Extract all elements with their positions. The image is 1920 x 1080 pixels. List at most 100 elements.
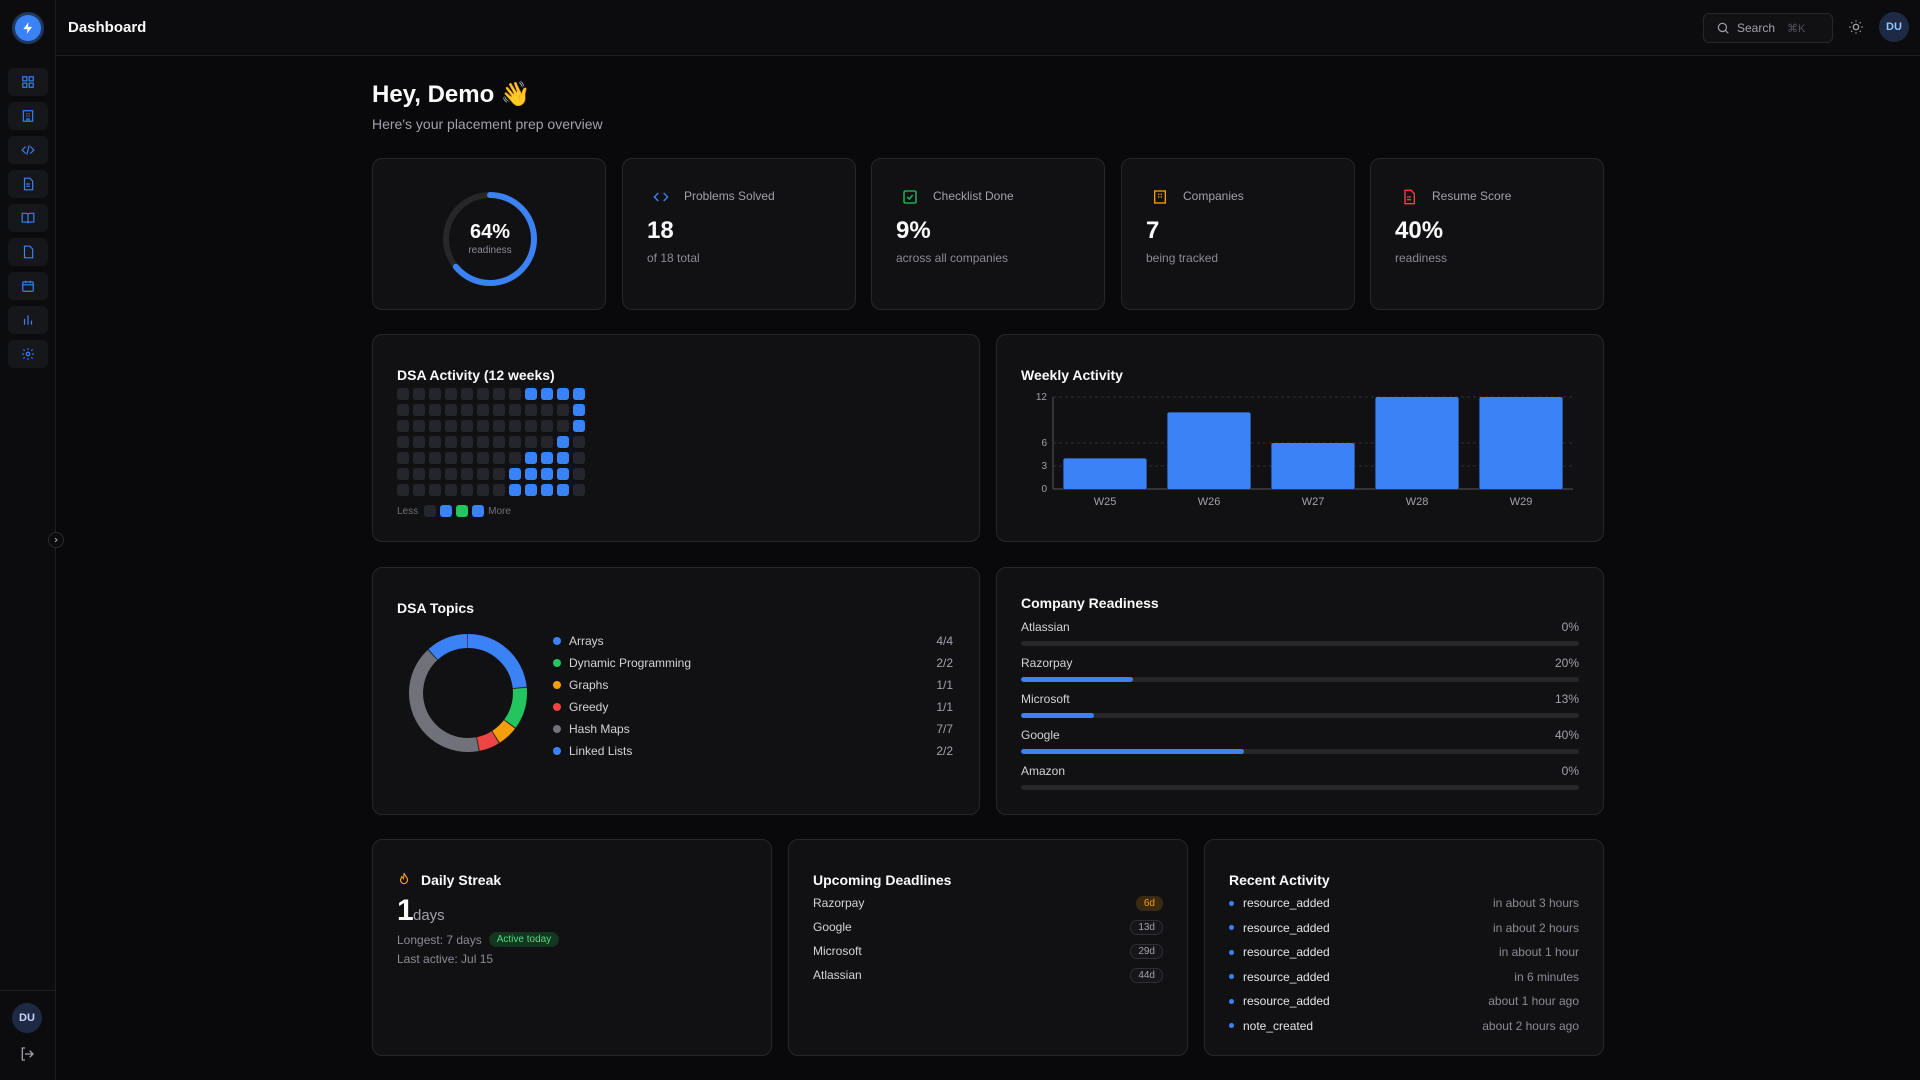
- stat-card-problems[interactable]: Problems Solved 18 of 18 total: [622, 158, 856, 310]
- activity-dot: [1229, 1023, 1234, 1029]
- nav-dashboard[interactable]: [8, 68, 48, 96]
- card-title: Company Readiness: [1021, 595, 1159, 611]
- deadline-company: Atlassian: [813, 968, 862, 982]
- heatmap-cell: [557, 436, 569, 448]
- company-row[interactable]: Razorpay 20%: [1021, 656, 1579, 692]
- card-title: Upcoming Deadlines: [813, 872, 952, 888]
- heatmap-cell: [477, 452, 489, 464]
- heatmap-cell: [413, 420, 425, 432]
- heatmap-cell: [493, 436, 505, 448]
- heatmap-cell: [413, 436, 425, 448]
- activity-time: in about 1 hour: [1498, 945, 1579, 960]
- nav-resources[interactable]: [8, 204, 48, 232]
- sidebar-collapse-button[interactable]: [48, 532, 64, 548]
- topic-count: 4/4: [936, 634, 953, 648]
- nav-notes[interactable]: [8, 238, 48, 266]
- nav-calendar[interactable]: [8, 272, 48, 300]
- nav-companies[interactable]: [8, 102, 48, 130]
- heatmap-cell: [509, 468, 521, 480]
- heatmap-cell: [429, 484, 441, 496]
- nav-analytics[interactable]: [8, 306, 48, 334]
- topic-row: Arrays 4/4: [553, 630, 953, 652]
- top-header: Dashboard Search ⌘K DU: [56, 0, 1920, 56]
- activity-row: note_created about 2 hours ago: [1229, 1014, 1579, 1039]
- readiness-label: readiness: [468, 245, 512, 256]
- heatmap-cell: [525, 404, 537, 416]
- stat-label: Checklist Done: [933, 189, 1014, 203]
- company-row[interactable]: Amazon 0%: [1021, 764, 1579, 800]
- heatmap-cell: [413, 452, 425, 464]
- bar[interactable]: [1375, 397, 1459, 489]
- heatmap-cell: [461, 452, 473, 464]
- heatmap-cell: [509, 484, 521, 496]
- sun-icon: [1849, 20, 1863, 34]
- deadline-row[interactable]: Atlassian 44d: [813, 963, 1163, 987]
- heatmap-cell: [525, 484, 537, 496]
- app-logo[interactable]: [15, 15, 41, 41]
- donut-slice[interactable]: [409, 634, 527, 752]
- deadline-row[interactable]: Razorpay 6d: [813, 891, 1163, 915]
- topic-count: 2/2: [936, 744, 953, 758]
- activity-dot: [1229, 974, 1234, 980]
- x-tick-label: W28: [1406, 496, 1429, 508]
- nav-resume[interactable]: [8, 170, 48, 198]
- search-button[interactable]: Search ⌘K: [1703, 13, 1833, 43]
- heatmap-cell: [397, 468, 409, 480]
- weekly-activity-chart: 0 3 6 12 W25 W26 W27 W28 W29: [1036, 392, 1573, 508]
- heatmap-cell: [541, 452, 553, 464]
- heatmap-cell: [493, 452, 505, 464]
- stat-sub: of 18 total: [647, 251, 700, 265]
- bar[interactable]: [1167, 412, 1251, 489]
- heatmap-cell: [557, 452, 569, 464]
- nav-dsa[interactable]: [8, 136, 48, 164]
- activity-dot: [1229, 925, 1234, 931]
- avatar[interactable]: DU: [12, 1003, 42, 1033]
- status-badge: 13d: [1130, 919, 1163, 935]
- company-row[interactable]: Google 40%: [1021, 728, 1579, 764]
- lightning-icon: [23, 22, 33, 34]
- stat-sub: readiness: [1395, 251, 1448, 265]
- heatmap-cell: [477, 404, 489, 416]
- theme-toggle-button[interactable]: [1848, 19, 1864, 40]
- company-row[interactable]: Atlassian 0%: [1021, 620, 1579, 656]
- stat-card-resume[interactable]: Resume Score 40% readiness: [1370, 158, 1604, 310]
- code-icon: [21, 145, 35, 155]
- bar[interactable]: [1479, 397, 1563, 489]
- donut-slice[interactable]: [409, 634, 527, 752]
- company-row[interactable]: Microsoft 13%: [1021, 692, 1579, 728]
- heatmap-cell: [445, 468, 457, 480]
- stat-sub: being tracked: [1146, 251, 1219, 265]
- nav-settings[interactable]: [8, 340, 48, 368]
- heatmap-cell: [461, 404, 473, 416]
- heatmap-cell: [413, 388, 425, 400]
- activity-time: in about 2 hours: [1492, 920, 1579, 935]
- progress-fill: [1021, 713, 1094, 718]
- topic-dot: [553, 703, 561, 711]
- activity-time: in 6 minutes: [1514, 969, 1579, 984]
- legend-less: Less: [397, 505, 419, 517]
- avatar[interactable]: DU: [1879, 12, 1909, 42]
- bar[interactable]: [1063, 458, 1147, 489]
- code-icon: [653, 192, 669, 202]
- heatmap-cell: [509, 452, 521, 464]
- topic-count: 7/7: [936, 722, 953, 736]
- dsa-activity-card: DSA Activity (12 weeks) Less More: [372, 334, 980, 542]
- deadline-row[interactable]: Microsoft 29d: [813, 939, 1163, 963]
- logout-button[interactable]: [19, 1046, 35, 1067]
- weekly-activity-card: Weekly Activity 0 3 6 12 W25 W26 W27 W28 W29: [996, 334, 1604, 542]
- deadline-row[interactable]: Google 13d: [813, 915, 1163, 939]
- heatmap-cell: [557, 388, 569, 400]
- heatmap-cell: [397, 484, 409, 496]
- heatmap-cell: [413, 404, 425, 416]
- readiness-card: 64% readiness: [372, 158, 606, 310]
- bar[interactable]: [1271, 443, 1355, 489]
- heatmap-cell: [509, 404, 521, 416]
- heatmap-cell: [493, 468, 505, 480]
- donut-slice[interactable]: [409, 634, 527, 752]
- stat-card-checklist[interactable]: Checklist Done 9% across all companies: [871, 158, 1105, 310]
- heatmap-cell: [541, 436, 553, 448]
- heatmap-cell: [461, 468, 473, 480]
- stat-card-companies[interactable]: Companies 7 being tracked: [1121, 158, 1355, 310]
- company-row-header: Razorpay 20%: [1021, 656, 1579, 670]
- heatmap-cell: [525, 452, 537, 464]
